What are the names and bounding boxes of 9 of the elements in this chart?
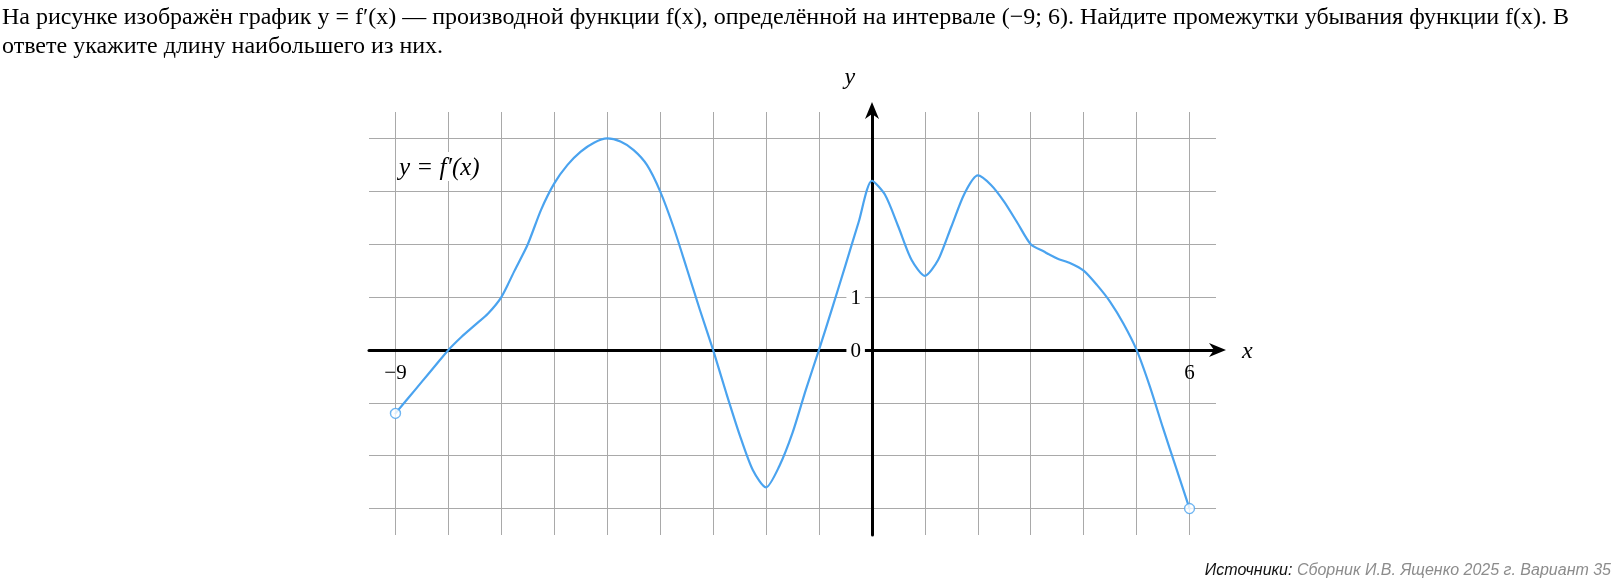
x-tick-label: 6 [1184, 360, 1195, 385]
x-tick-label: −9 [384, 360, 407, 385]
y-tick-label: 0 [850, 337, 861, 362]
annotation: y = f′(x) [396, 153, 480, 181]
text: Источники: Сборник И.В. Ященко 2025 г. Вариант 35 [1204, 560, 1612, 578]
y-axis-title: y [842, 63, 856, 89]
y-tick-label: 1 [850, 285, 861, 310]
x-axis-title: x [1241, 336, 1253, 363]
chart-title: На рисунке изображён график y = f′(x) — производной функции f(x), определённой на интервале (−9; 6). Найдите промежутки убывания функции f(x). В ответе укажите длину наибольшего из них. [2, 2, 1571, 60]
